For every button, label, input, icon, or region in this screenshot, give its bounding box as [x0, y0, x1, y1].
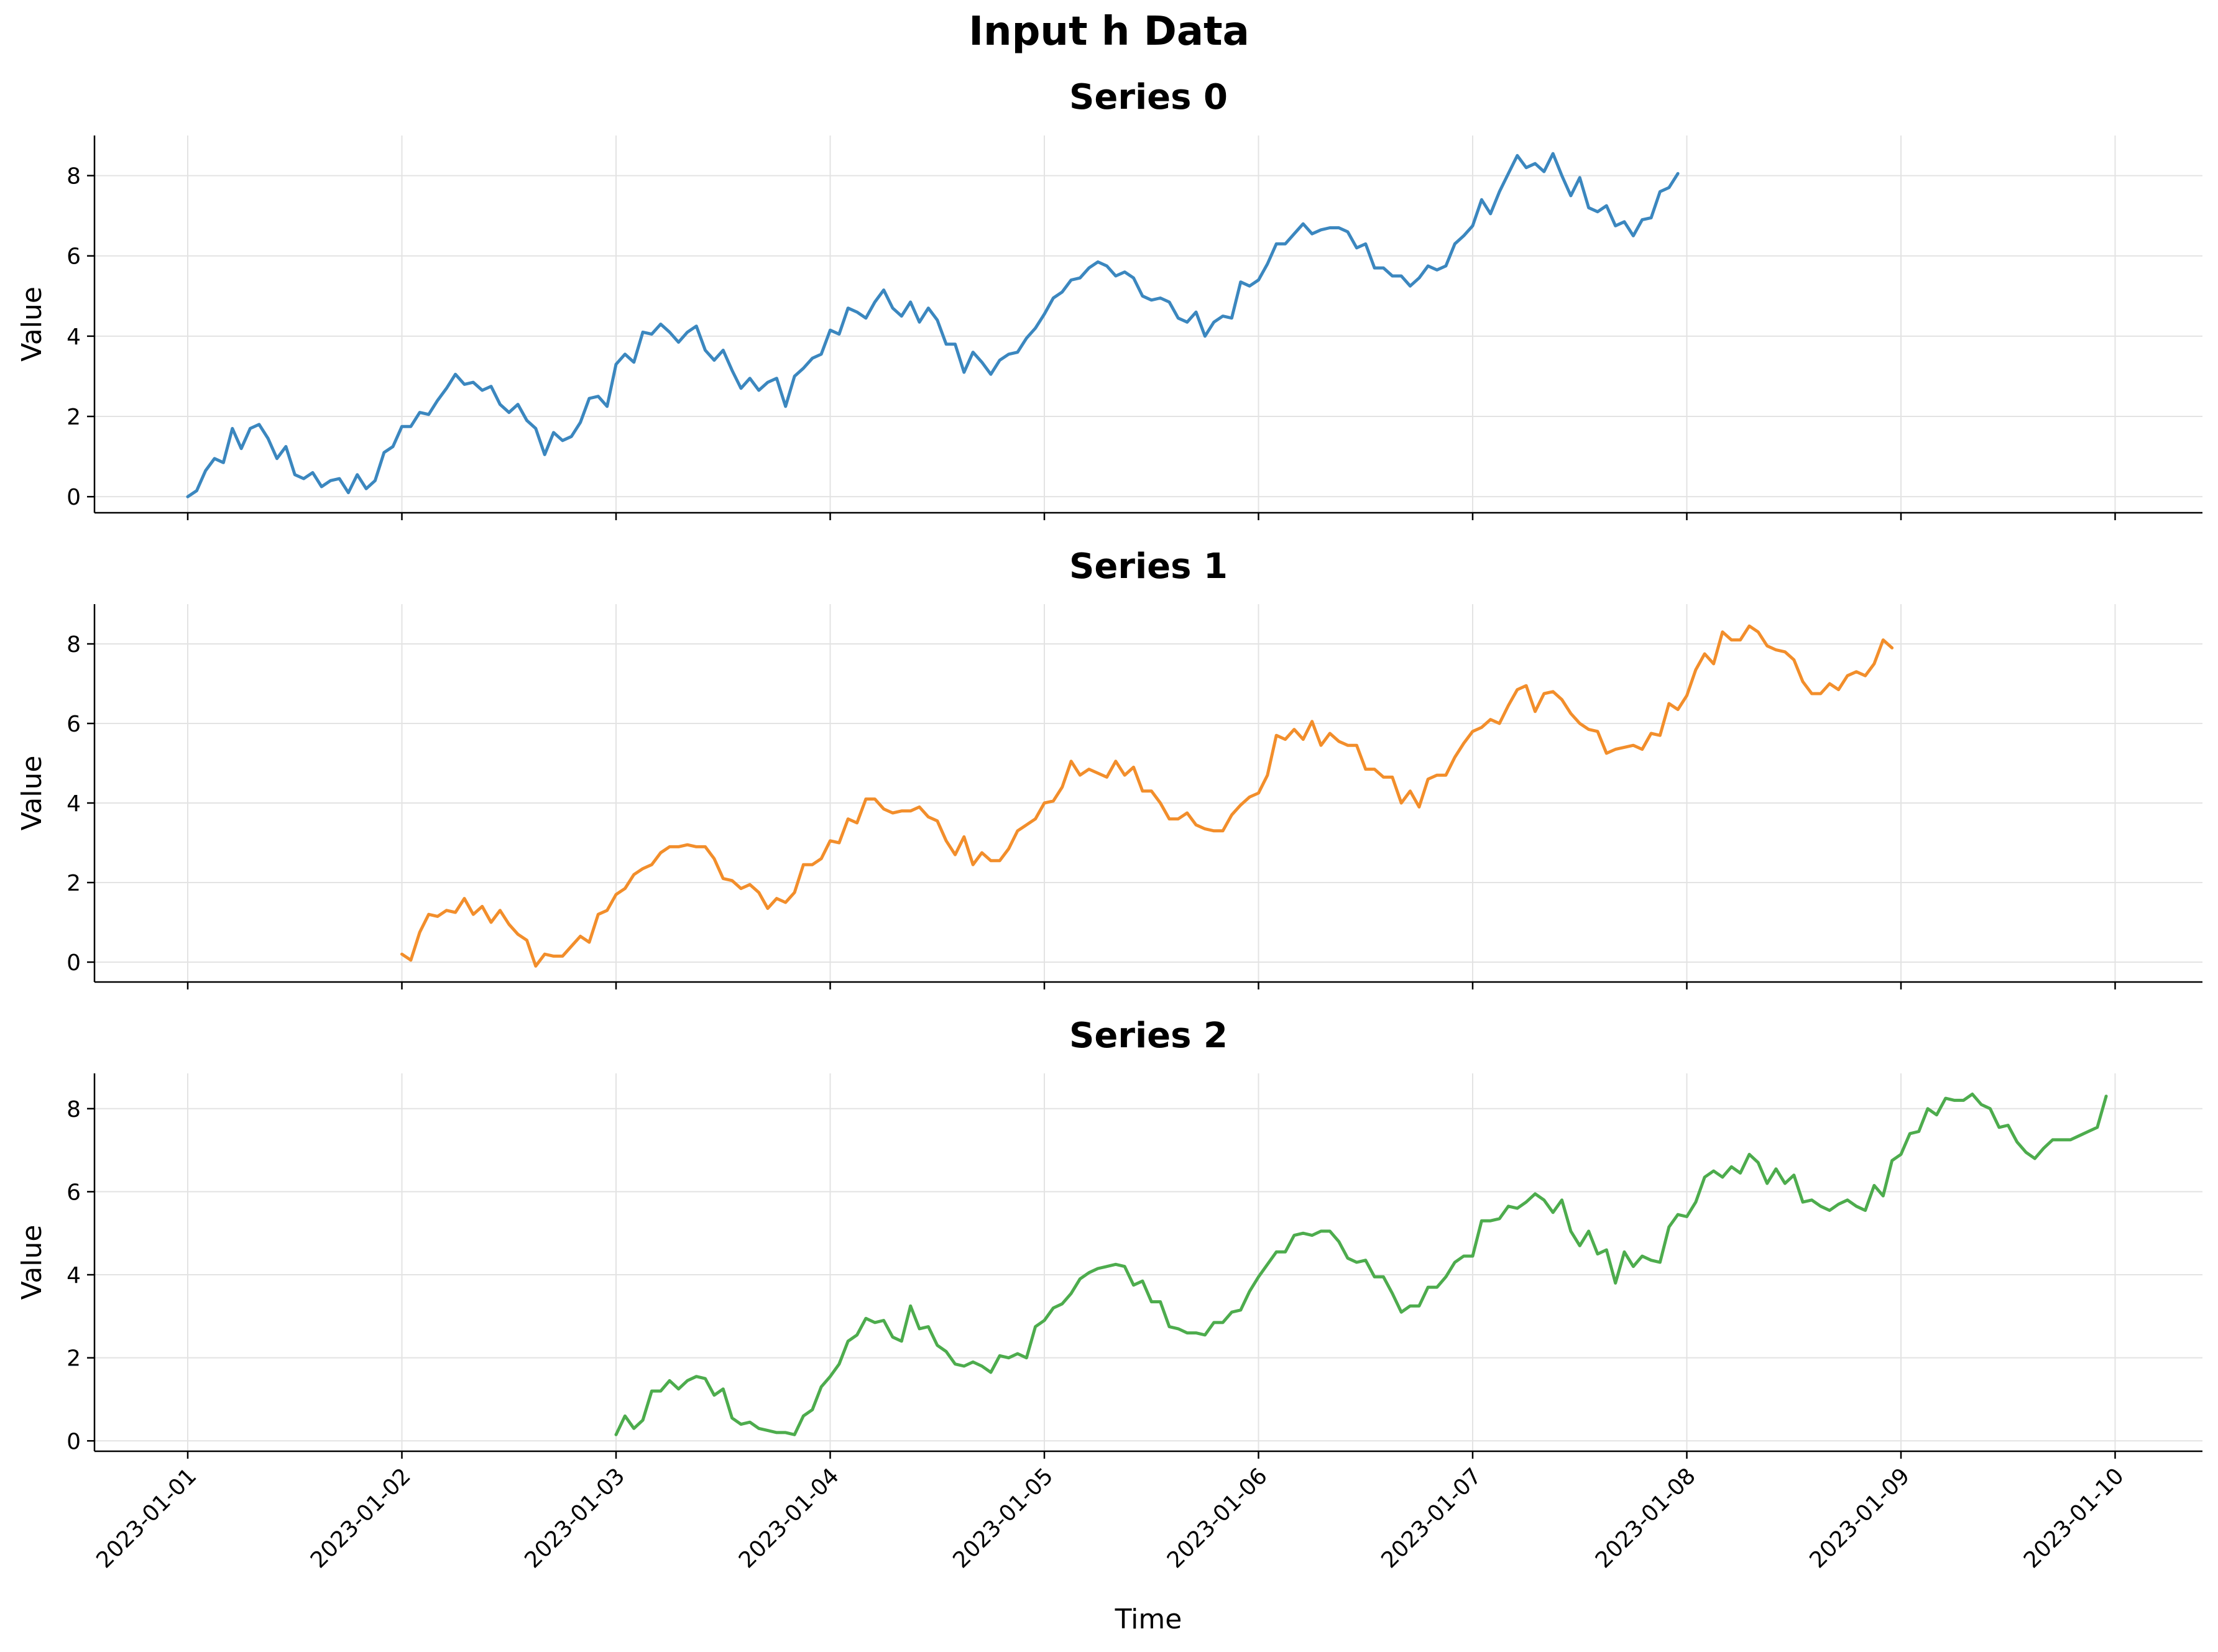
subplot-title: Series 2 [1069, 1016, 1228, 1056]
series-line-2 [614, 1092, 2108, 1436]
x-tick-label: 2023-01-05 [948, 1463, 1058, 1573]
y-tick-label: 0 [67, 950, 81, 976]
x-tick-label: 2023-01-02 [306, 1463, 416, 1573]
y-tick-label: 8 [67, 632, 81, 658]
x-tick-label: 2023-01-09 [1805, 1463, 1915, 1573]
y-tick-label: 6 [67, 244, 81, 270]
y-tick-label: 4 [67, 791, 81, 817]
x-tick-label: 2023-01-06 [1162, 1463, 1272, 1573]
x-tick-label: 2023-01-07 [1376, 1463, 1486, 1573]
series-line-0 [186, 152, 1680, 498]
y-axis-label: Value [16, 1225, 48, 1300]
y-tick-label: 6 [67, 1180, 81, 1205]
x-tick-label: 2023-01-04 [734, 1463, 844, 1573]
x-tick-label: 2023-01-03 [520, 1463, 630, 1573]
subplot-title: Series 1 [1069, 546, 1228, 587]
x-tick-label: 2023-01-01 [91, 1463, 201, 1573]
y-tick-label: 0 [67, 1429, 81, 1454]
x-tick-label: 2023-01-10 [2019, 1463, 2129, 1573]
y-tick-label: 2 [67, 1346, 81, 1372]
y-tick-label: 8 [67, 1097, 81, 1122]
series-line-1 [400, 624, 1894, 968]
y-tick-label: 4 [67, 1263, 81, 1288]
figure-title: Input h Data [969, 9, 1249, 55]
subplot-title: Series 0 [1069, 77, 1228, 117]
y-tick-label: 4 [67, 324, 81, 350]
x-tick-label: 2023-01-08 [1591, 1463, 1701, 1573]
y-axis-label: Value [16, 756, 48, 831]
subplot-0: 0 2 4 6 8 Series 0 Value [16, 77, 2202, 520]
subplot-2: 0 2 4 6 8 Series 2 Value 2023-01-01 2023-01-02 20… [16, 1016, 2202, 1635]
y-tick-label: 8 [67, 164, 81, 190]
y-tick-label: 0 [67, 485, 81, 510]
x-axis-label: Time [1115, 1604, 1182, 1635]
y-tick-label: 6 [67, 712, 81, 737]
y-tick-label: 2 [67, 405, 81, 430]
y-axis-label: Value [16, 287, 48, 362]
subplot-1: 0 2 4 6 8 Series 1 Value [16, 546, 2202, 989]
y-tick-label: 2 [67, 871, 81, 896]
